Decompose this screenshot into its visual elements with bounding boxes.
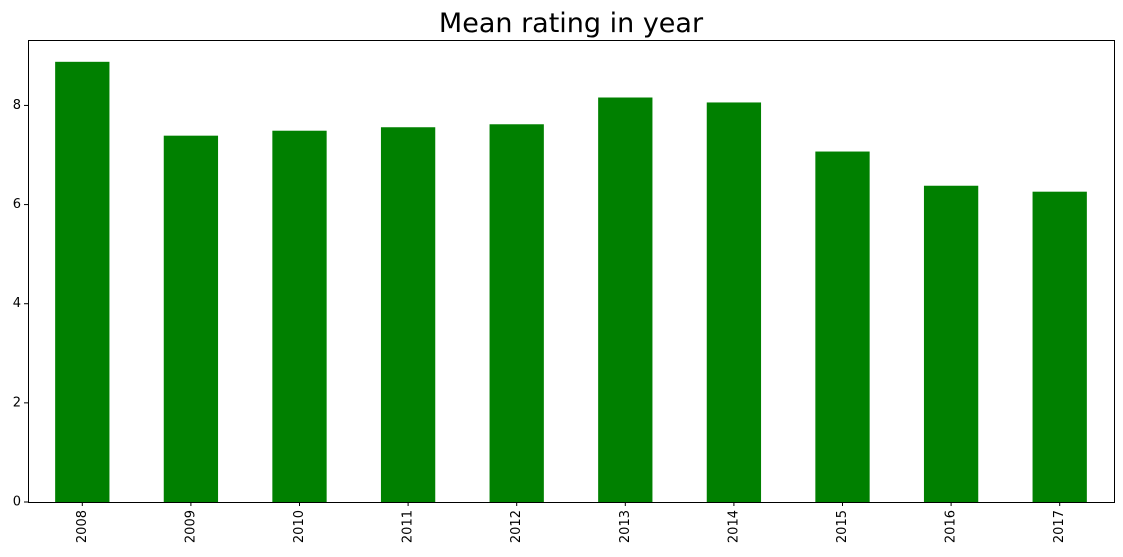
bar-2012 <box>489 124 544 502</box>
plot-frame <box>28 40 1115 503</box>
bar-2008 <box>55 61 110 502</box>
bar-2015 <box>815 151 870 502</box>
y-tick-label: 4 <box>13 296 21 311</box>
x-tick-label: 2012 <box>509 510 524 543</box>
bar-2013 <box>598 97 653 503</box>
y-tick-label: 6 <box>13 197 21 212</box>
x-tick-label: 2009 <box>183 510 198 543</box>
y-tick-label: 0 <box>13 495 21 510</box>
x-tick-label: 2016 <box>944 510 959 543</box>
bar-2016 <box>923 185 979 502</box>
x-tick-label: 2015 <box>835 510 850 543</box>
x-tick-label: 2011 <box>401 510 416 543</box>
x-tick-label: 2013 <box>618 510 633 543</box>
bar-2010 <box>272 130 327 502</box>
bar-2017 <box>1032 191 1087 502</box>
x-tick-label: 2017 <box>1052 510 1067 543</box>
y-tick-label: 2 <box>13 395 21 410</box>
chart-title: Mean rating in year <box>439 8 704 39</box>
bars-layer <box>55 61 1087 503</box>
y-axis: 0 2 4 6 8 <box>13 98 28 510</box>
bar-2014 <box>706 102 762 502</box>
x-axis: 2008 2009 2010 2011 2012 2013 2014 2015 2016 2017 <box>75 502 1067 543</box>
x-tick-label: 2010 <box>292 510 307 543</box>
x-tick-label: 2014 <box>726 510 741 543</box>
bar-2011 <box>380 127 436 503</box>
bar-2009 <box>163 135 219 502</box>
y-tick-label: 8 <box>13 98 21 113</box>
x-tick-label: 2008 <box>75 510 90 543</box>
